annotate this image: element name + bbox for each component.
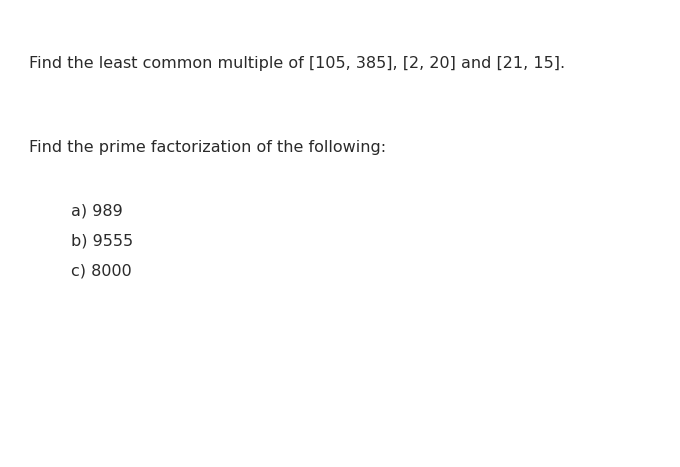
Text: Find the least common multiple of [105, 385], [2, 20] and [21, 15].: Find the least common multiple of [105, …: [29, 56, 564, 71]
Text: a) 989: a) 989: [71, 203, 123, 218]
Text: b) 9555: b) 9555: [71, 234, 133, 248]
Text: c) 8000: c) 8000: [71, 264, 132, 279]
Text: Find the prime factorization of the following:: Find the prime factorization of the foll…: [29, 140, 386, 155]
